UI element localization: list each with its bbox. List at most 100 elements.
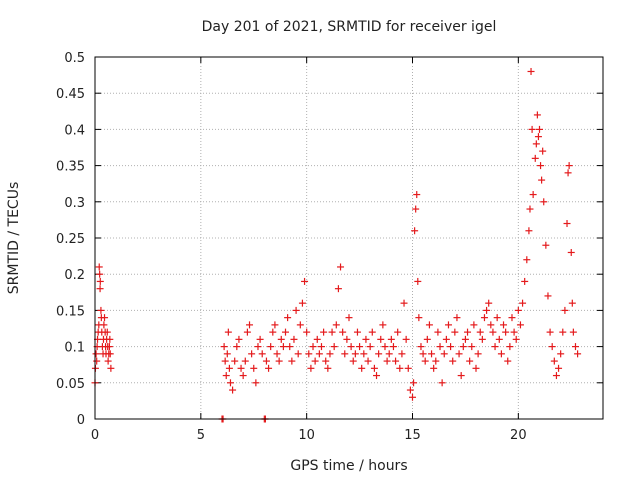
data-point <box>528 125 536 133</box>
data-point <box>366 343 374 351</box>
data-point <box>235 335 243 343</box>
data-point <box>271 321 279 329</box>
data-point <box>474 350 482 358</box>
data-point <box>294 350 302 358</box>
data-point <box>540 198 548 206</box>
data-point <box>288 357 296 365</box>
data-point <box>104 357 112 365</box>
data-point <box>461 335 469 343</box>
data-point <box>478 335 486 343</box>
data-point <box>512 335 520 343</box>
data-point <box>447 343 455 351</box>
data-point <box>550 357 558 365</box>
data-point <box>415 314 423 322</box>
data-point <box>224 328 232 336</box>
data-point <box>92 350 100 358</box>
data-point <box>379 321 387 329</box>
chart-title: Day 201 of 2021, SRMTID for receiver ige… <box>202 19 497 35</box>
y-tick-label: 0.3 <box>64 196 85 211</box>
data-point <box>343 335 351 343</box>
data-point <box>485 299 493 307</box>
data-point <box>417 343 425 351</box>
data-point <box>455 350 463 358</box>
data-point <box>451 328 459 336</box>
data-point <box>275 357 283 365</box>
data-point <box>563 220 571 228</box>
data-point <box>508 314 516 322</box>
data-point <box>430 364 438 372</box>
data-point <box>337 263 345 271</box>
x-tick-label: 15 <box>404 428 421 443</box>
data-point <box>525 227 533 235</box>
data-point <box>537 162 545 170</box>
data-point <box>313 335 321 343</box>
data-point <box>364 357 372 365</box>
data-point <box>411 227 419 235</box>
data-point <box>406 386 414 394</box>
data-point <box>256 335 264 343</box>
data-point <box>250 364 258 372</box>
y-tick-label: 0 <box>77 413 85 428</box>
data-point <box>106 350 114 358</box>
data-point <box>434 328 442 336</box>
data-point <box>286 343 294 351</box>
data-point <box>489 328 497 336</box>
data-point <box>394 328 402 336</box>
data-point <box>381 343 389 351</box>
data-point <box>322 357 330 365</box>
data-point <box>258 350 266 358</box>
data-point <box>568 299 576 307</box>
data-point <box>252 379 260 387</box>
data-point <box>574 350 582 358</box>
data-point <box>457 372 465 380</box>
data-point <box>432 357 440 365</box>
data-point <box>106 335 114 343</box>
data-point <box>290 335 298 343</box>
data-point <box>404 364 412 372</box>
data-point <box>298 299 306 307</box>
data-point <box>472 364 480 372</box>
data-point <box>442 335 450 343</box>
data-point <box>476 328 484 336</box>
y-tick-label: 0.2 <box>64 268 85 283</box>
data-point <box>370 364 378 372</box>
data-point <box>345 314 353 322</box>
data-point <box>246 321 254 329</box>
data-point <box>542 241 550 249</box>
x-tick-label: 5 <box>197 428 205 443</box>
data-point <box>97 306 105 314</box>
data-point <box>414 277 422 285</box>
data-point <box>222 372 230 380</box>
data-point <box>248 350 256 358</box>
data-point <box>229 386 237 394</box>
data-point <box>373 372 381 380</box>
data-point <box>519 299 527 307</box>
data-point <box>93 357 101 365</box>
data-point <box>339 328 347 336</box>
data-point <box>409 393 416 401</box>
data-point <box>444 321 452 329</box>
data-point <box>356 343 364 351</box>
data-point <box>428 350 436 358</box>
data-point <box>527 67 535 75</box>
data-point <box>389 343 397 351</box>
data-point <box>510 328 518 336</box>
data-point <box>387 335 395 343</box>
y-tick-label: 0.5 <box>64 51 85 66</box>
data-point <box>277 335 285 343</box>
data-point <box>309 343 317 351</box>
data-point <box>96 285 104 293</box>
data-point <box>402 335 410 343</box>
data-point <box>529 191 537 199</box>
data-point <box>328 328 336 336</box>
data-point <box>412 205 420 213</box>
y-tick-label: 0.15 <box>56 304 85 319</box>
data-point <box>375 350 383 358</box>
data-point <box>317 343 325 351</box>
x-axis-title: GPS time / hours <box>290 458 407 474</box>
data-point <box>531 154 539 162</box>
data-point <box>334 285 342 293</box>
data-point <box>567 248 575 256</box>
plot-frame <box>94 56 604 420</box>
